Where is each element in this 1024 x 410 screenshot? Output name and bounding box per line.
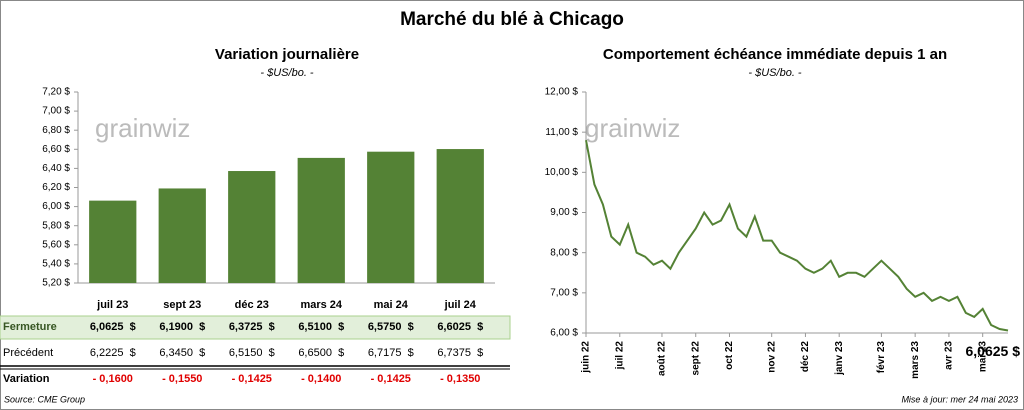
y-tick-label: 5,20 $: [42, 278, 70, 289]
y-tick-label: 7,20 $: [42, 87, 70, 98]
x-tick-label: sept 23: [163, 299, 201, 311]
y-tick-label: 7,00 $: [42, 106, 70, 117]
chart-subtitle: - $US/bo. -: [748, 67, 802, 79]
x-tick-label: juin 22: [581, 341, 592, 374]
table-cell: - 0,1550: [162, 373, 202, 385]
bar: [89, 200, 137, 283]
bar: [228, 171, 276, 283]
source: Source: CME Group: [4, 394, 85, 404]
table-cell: 6,7375 $: [437, 347, 483, 359]
table-cell: 6,3725 $: [229, 321, 275, 333]
x-tick-label: août 22: [657, 341, 668, 376]
y-tick-label: 6,20 $: [42, 182, 70, 193]
y-tick-label: 11,00 $: [545, 127, 578, 138]
chart-title: Variation journalière: [215, 46, 359, 63]
x-tick-label: déc 23: [235, 299, 269, 311]
table-cell: 6,6025 $: [437, 321, 483, 333]
table-cell: - 0,1400: [301, 373, 341, 385]
y-tick-label: 5,80 $: [42, 220, 70, 231]
row-label: Précédent: [3, 347, 53, 359]
page-title: Marché du blé à Chicago: [400, 9, 624, 30]
x-tick-label: déc 22: [800, 341, 811, 373]
x-tick-label: mai 23: [977, 341, 988, 373]
table-cell: - 0,1350: [440, 373, 480, 385]
y-tick-label: 7,00 $: [550, 287, 578, 298]
bar: [436, 149, 484, 283]
x-tick-label: mai 24: [374, 299, 409, 311]
table-cell: 6,3450 $: [159, 347, 205, 359]
chart-title: Comportement échéance immédiate depuis 1…: [603, 46, 947, 63]
x-tick-label: juil 22: [614, 341, 625, 371]
x-tick-label: avr 23: [944, 341, 955, 370]
table-cell: - 0,1425: [371, 373, 411, 385]
watermark: grainwiz: [585, 113, 680, 143]
table-cell: - 0,1425: [232, 373, 272, 385]
x-tick-label: mars 24: [300, 299, 342, 311]
y-tick-label: 9,00 $: [550, 207, 578, 218]
table-cell: 6,7175 $: [368, 347, 414, 359]
y-tick-label: 6,00 $: [550, 328, 578, 339]
table-cell: 6,6500 $: [298, 347, 344, 359]
x-tick-label: janv 23: [834, 341, 845, 376]
table-cell: 6,0625 $: [90, 321, 136, 333]
y-tick-label: 6,60 $: [42, 144, 70, 155]
y-tick-label: 5,40 $: [42, 259, 70, 270]
table-cell: 6,5100 $: [298, 321, 344, 333]
y-tick-label: 6,40 $: [42, 163, 70, 174]
last-value-label: 6,0625 $: [966, 343, 1021, 359]
y-tick-label: 10,00 $: [545, 167, 579, 178]
table-cell: 6,1900 $: [159, 321, 205, 333]
x-tick-label: juil 23: [96, 299, 128, 311]
bar: [367, 151, 415, 283]
row-label: Variation: [3, 373, 50, 385]
row-label: Fermeture: [3, 321, 57, 333]
y-tick-label: 12,00 $: [545, 87, 579, 98]
table-cell: 6,5150 $: [229, 347, 275, 359]
y-tick-label: 6,00 $: [42, 201, 70, 212]
row-highlight: [0, 315, 511, 340]
x-tick-label: sept 22: [690, 341, 701, 376]
x-tick-label: févr 23: [876, 341, 887, 374]
x-tick-label: oct 22: [724, 341, 735, 370]
x-tick-label: nov 22: [766, 341, 777, 373]
x-tick-label: mars 23: [910, 341, 921, 379]
x-tick-label: juil 24: [444, 299, 477, 311]
y-tick-label: 8,00 $: [550, 247, 578, 258]
y-tick-label: 5,60 $: [42, 239, 70, 250]
y-tick-label: 6,80 $: [42, 125, 70, 136]
table-cell: - 0,1600: [93, 373, 133, 385]
watermark: grainwiz: [95, 113, 190, 143]
chart-subtitle: - $US/bo. -: [260, 67, 314, 79]
line: [585, 140, 1009, 332]
table-cell: 6,5750 $: [368, 321, 414, 333]
bar: [297, 157, 345, 283]
table-cell: 6,2225 $: [90, 347, 136, 359]
bar: [158, 188, 206, 283]
updated: Mise à jour: mer 24 mai 2023: [901, 394, 1018, 404]
